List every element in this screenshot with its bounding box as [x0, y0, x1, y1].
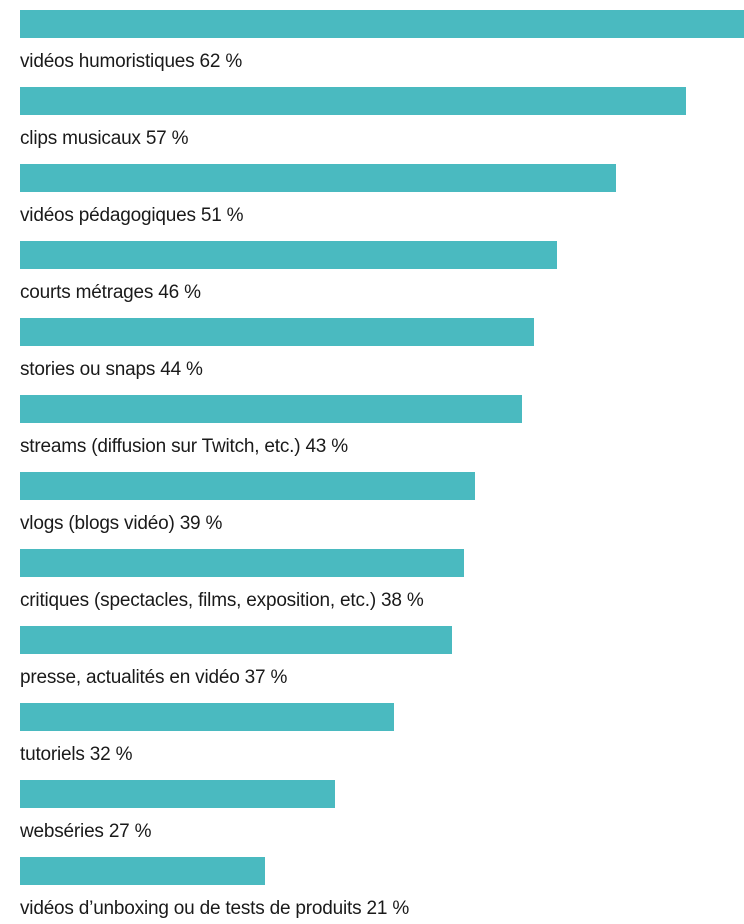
bar — [20, 318, 534, 346]
bar-label: vlogs (blogs vidéo) 39 % — [20, 513, 223, 534]
bar — [20, 780, 335, 808]
bar — [20, 626, 452, 654]
bar-label: vidéos d’unboxing ou de tests de produit… — [20, 898, 410, 919]
bar — [20, 164, 616, 192]
bar — [20, 241, 557, 269]
bar-label: streams (diffusion sur Twitch, etc.) 43 … — [20, 436, 348, 457]
bar-label: critiques (spectacles, films, exposition… — [20, 590, 424, 611]
bar-label: clips musicaux 57 % — [20, 128, 189, 149]
bar — [20, 472, 475, 500]
bar-label: stories ou snaps 44 % — [20, 359, 203, 380]
bar — [20, 549, 464, 577]
bar-label: courts métrages 46 % — [20, 282, 201, 303]
bar-label: vidéos humoristiques 62 % — [20, 51, 243, 72]
bar — [20, 857, 265, 885]
bar-label: vidéos pédagogiques 51 % — [20, 205, 244, 226]
bar — [20, 395, 522, 423]
bar-label: presse, actualités en vidéo 37 % — [20, 667, 288, 688]
bar — [20, 703, 394, 731]
bar — [20, 10, 744, 38]
bar-label: webséries 27 % — [20, 821, 152, 842]
bar — [20, 87, 686, 115]
bar-label: tutoriels 32 % — [20, 744, 133, 765]
